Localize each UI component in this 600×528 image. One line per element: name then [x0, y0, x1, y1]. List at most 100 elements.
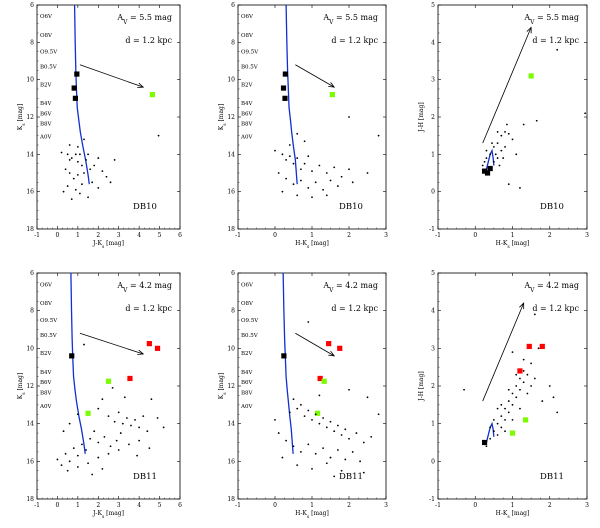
field-star [56, 458, 59, 461]
star-marker [326, 341, 332, 347]
field-star [507, 132, 510, 135]
x-tick-label: 0 [273, 232, 277, 239]
main-sequence-isochrone [70, 272, 86, 454]
field-star [340, 434, 343, 436]
field-star [530, 362, 533, 365]
sptype-label: A0V [240, 135, 253, 141]
sptype-label: B0.5V [40, 333, 58, 339]
field-star [314, 413, 317, 416]
sptype-label: A0V [240, 404, 253, 410]
field-star [93, 430, 96, 433]
sptype-label: B4V [40, 370, 53, 376]
sptype-label: B6V [40, 380, 53, 386]
field-star [515, 153, 518, 156]
field-star [314, 181, 317, 184]
field-star [285, 159, 287, 161]
field-star [300, 451, 302, 453]
field-star [511, 392, 514, 395]
field-star [483, 160, 486, 163]
y-tick-label: 0 [431, 189, 435, 196]
sptype-label: B4V [241, 101, 254, 107]
sptype-label: B2V [241, 82, 254, 88]
y-tick-label: 2 [431, 383, 435, 390]
field-star [303, 415, 306, 418]
field-star [72, 177, 75, 180]
x-axis-label: J-Ks [mag] [92, 510, 124, 520]
field-star [522, 381, 525, 384]
field-star [322, 447, 324, 450]
sptype-label: O6V [40, 282, 53, 288]
star-marker [149, 92, 156, 98]
field-star [511, 351, 514, 353]
sptype-label: B8V [40, 391, 53, 397]
field-star [150, 398, 153, 401]
field-star [500, 403, 503, 406]
reddening-vector [79, 332, 144, 355]
field-star [76, 454, 79, 457]
field-star [322, 417, 324, 419]
field-star [62, 430, 65, 433]
y-axis-label: Ks [mag] [17, 373, 27, 400]
field-star [115, 439, 118, 442]
field-star [70, 198, 73, 201]
x-tick-label: 2 [347, 232, 351, 239]
field-star [522, 358, 525, 361]
distance-annotation: d = 1.2 kpc [532, 304, 579, 313]
field-star [146, 430, 149, 433]
y-tick-label: 14 [227, 151, 235, 158]
sptype-label: B6V [40, 111, 53, 117]
sptype-label: O8V [241, 301, 254, 307]
field-star [68, 172, 71, 174]
field-star [113, 159, 116, 161]
field-star [288, 144, 291, 146]
field-star [105, 175, 108, 178]
star-marker [282, 95, 288, 101]
field-star [348, 116, 350, 118]
x-tick-label: 3 [384, 232, 388, 239]
panel-p13: -1 0 1 2 3 -1 0 1 2 3 4 5 H-Ks [mag] J-H [mag] AV = 5.… [418, 2, 589, 250]
field-star [81, 183, 83, 186]
field-star [157, 134, 160, 137]
field-star [377, 134, 380, 137]
y-tick-label: 5 [431, 270, 435, 277]
y-tick-label: 0 [431, 458, 435, 465]
field-star [515, 385, 518, 387]
y-tick-label: 12 [26, 383, 34, 390]
y-tick-label: 1 [431, 151, 435, 158]
field-star [277, 172, 280, 174]
y-axis-label: Ks [mag] [218, 104, 228, 131]
field-star [329, 420, 332, 423]
field-star [307, 409, 310, 412]
field-star [125, 417, 128, 419]
field-star [97, 187, 100, 189]
field-star [281, 190, 284, 193]
field-star [76, 466, 79, 468]
star-marker [282, 71, 288, 77]
y-tick-label: 1 [431, 421, 435, 428]
field-star [348, 168, 350, 171]
cluster-name: DB10 [133, 202, 157, 212]
x-tick-label: 4 [137, 232, 141, 239]
field-star [292, 398, 295, 401]
field-star [519, 407, 521, 410]
x-tick-label: 3 [117, 502, 121, 509]
field-star [68, 159, 71, 161]
field-star [303, 162, 306, 165]
x-axis-label: H-Ks [mag] [295, 240, 329, 250]
field-star [117, 449, 120, 451]
x-tick-label: 1 [511, 502, 515, 509]
field-star [530, 385, 533, 387]
star-marker [105, 378, 112, 384]
x-axis-label: J-Ks [mag] [92, 240, 124, 250]
field-star [481, 164, 484, 167]
field-star [519, 388, 521, 391]
sptype-label: B4V [241, 370, 254, 376]
star-marker [321, 378, 327, 384]
reddening-vector [482, 27, 532, 144]
field-star [307, 187, 310, 189]
field-star [109, 181, 112, 184]
field-star [66, 469, 69, 472]
y-tick-label: -1 [429, 496, 435, 503]
field-star [496, 157, 499, 159]
